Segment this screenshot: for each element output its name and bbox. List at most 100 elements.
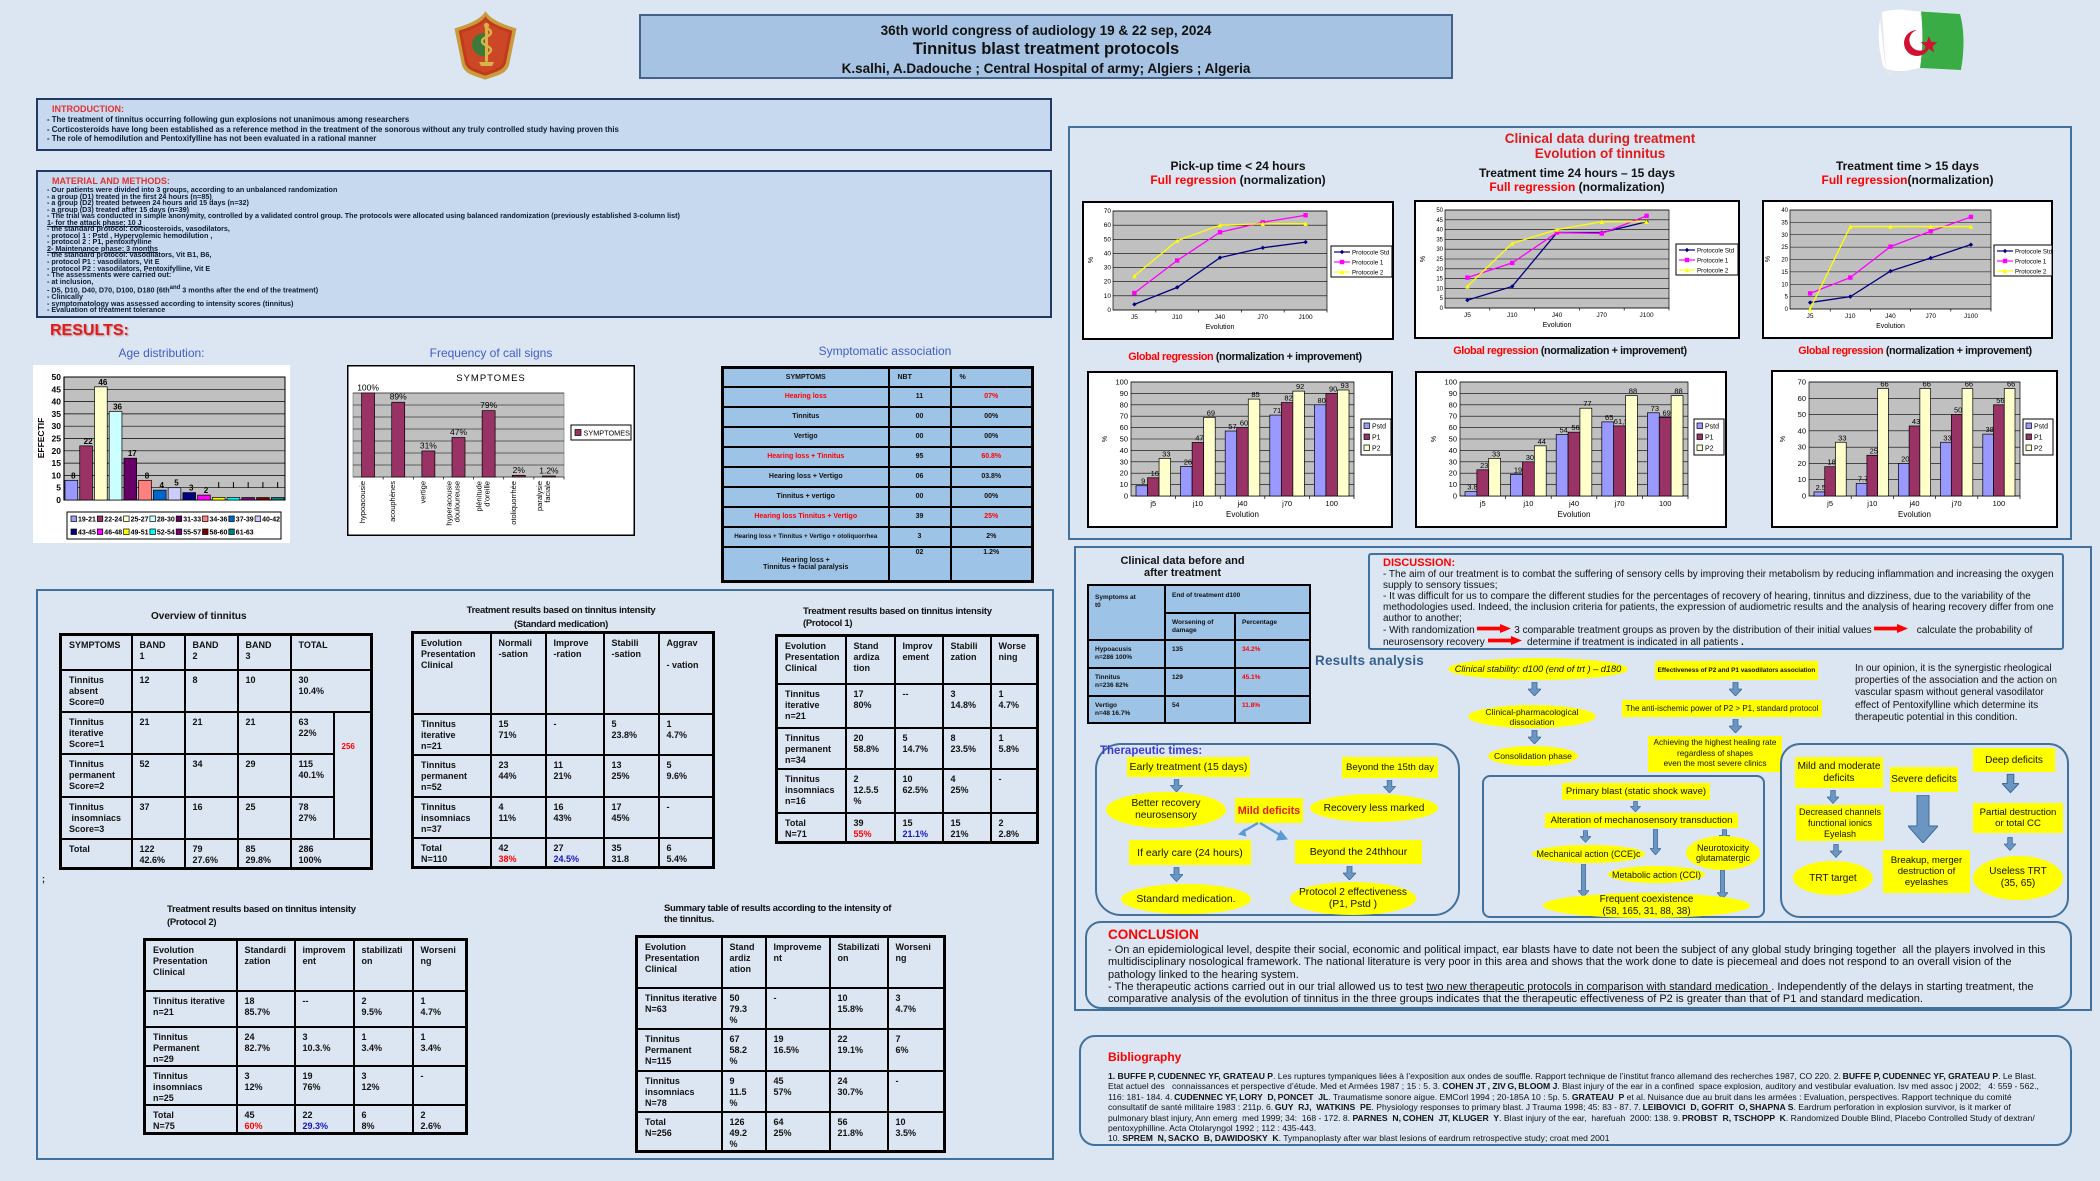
- svg-text:10: 10: [1781, 282, 1788, 288]
- svg-text:10: 10: [1120, 480, 1128, 489]
- svg-text:61,5: 61,5: [1614, 417, 1629, 426]
- svg-text:33: 33: [1492, 449, 1500, 458]
- svg-text:Evolution: Evolution: [1226, 510, 1259, 519]
- svg-text:45: 45: [52, 384, 62, 394]
- svg-text:93: 93: [1341, 381, 1349, 390]
- svg-text:26: 26: [1184, 457, 1192, 466]
- svg-text:%: %: [1780, 436, 1787, 442]
- svg-text:j70: j70: [1281, 499, 1292, 508]
- svg-text:10: 10: [52, 470, 62, 480]
- svg-text:3.8: 3.8: [1467, 483, 1477, 492]
- svg-text:45: 45: [1436, 218, 1443, 224]
- svg-text:50: 50: [1436, 208, 1443, 214]
- svg-text:5: 5: [174, 479, 179, 488]
- svg-text:J5: J5: [1131, 314, 1138, 321]
- svg-text:Protocole Std: Protocole Std: [1697, 248, 1735, 255]
- svg-text:100: 100: [1115, 378, 1128, 387]
- svg-text:15: 15: [1436, 277, 1443, 283]
- svg-text:65: 65: [1605, 413, 1613, 422]
- svg-text:34-36: 34-36: [210, 517, 228, 524]
- svg-text:%: %: [1420, 256, 1427, 262]
- svg-text:P1: P1: [1372, 435, 1381, 442]
- svg-text:22: 22: [84, 437, 93, 446]
- svg-text:37-39: 37-39: [236, 517, 254, 524]
- svg-text:16: 16: [1151, 469, 1159, 478]
- svg-text:J40: J40: [1215, 314, 1226, 321]
- svg-text:88: 88: [1674, 387, 1682, 396]
- svg-text:25: 25: [1870, 446, 1878, 455]
- svg-text:70: 70: [1798, 378, 1806, 387]
- svg-text:30: 30: [1449, 457, 1457, 466]
- svg-text:15: 15: [52, 458, 62, 468]
- svg-text:2: 2: [204, 486, 209, 495]
- svg-text:J5: J5: [1464, 312, 1471, 319]
- svg-text:J5: J5: [1807, 313, 1814, 320]
- svg-text:%: %: [1765, 256, 1772, 262]
- svg-text:100%: 100%: [357, 383, 379, 393]
- svg-text:Pstd: Pstd: [1372, 424, 1386, 431]
- svg-text:100: 100: [1993, 499, 2006, 508]
- svg-text:j40: j40: [1568, 499, 1579, 508]
- svg-text:85: 85: [1251, 390, 1259, 399]
- svg-text:j40: j40: [1908, 499, 1919, 508]
- svg-text:%: %: [1088, 257, 1095, 263]
- svg-text:acouphènes: acouphènes: [388, 481, 397, 522]
- svg-text:J10: J10: [1507, 312, 1518, 319]
- svg-text:J40: J40: [1552, 312, 1563, 319]
- svg-text:Protocole 2: Protocole 2: [1697, 268, 1729, 275]
- svg-text:j5: j5: [1149, 499, 1156, 508]
- svg-text:P2: P2: [2034, 446, 2043, 453]
- svg-text:faciale: faciale: [543, 481, 552, 503]
- svg-text:33: 33: [1162, 449, 1170, 458]
- svg-text:60: 60: [1449, 423, 1457, 432]
- svg-text:J100: J100: [1640, 312, 1654, 319]
- svg-text:20: 20: [1901, 454, 1909, 463]
- svg-text:5: 5: [56, 483, 61, 493]
- svg-text:69: 69: [1663, 408, 1671, 417]
- svg-text:j5: j5: [1826, 499, 1833, 508]
- svg-text:30: 30: [1120, 457, 1128, 466]
- svg-text:80: 80: [1317, 396, 1325, 405]
- svg-text:56: 56: [1996, 396, 2004, 405]
- svg-text:77: 77: [1583, 399, 1591, 408]
- svg-text:30: 30: [1526, 453, 1534, 462]
- svg-text:25: 25: [52, 434, 62, 444]
- svg-text:70: 70: [1449, 412, 1457, 421]
- svg-text:5: 5: [1785, 295, 1789, 301]
- svg-text:otoliquorrhée: otoliquorrhée: [509, 481, 518, 525]
- svg-text:J70: J70: [1258, 314, 1269, 321]
- svg-text:23: 23: [1480, 461, 1488, 470]
- svg-text:5: 5: [1440, 296, 1444, 302]
- svg-text:50: 50: [1104, 236, 1112, 243]
- svg-text:J70: J70: [1597, 312, 1608, 319]
- svg-text:40-42: 40-42: [262, 517, 280, 524]
- svg-text:60: 60: [1104, 222, 1112, 229]
- svg-text:J70: J70: [1925, 313, 1936, 320]
- svg-text:0: 0: [1785, 307, 1789, 313]
- svg-text:25: 25: [1781, 245, 1788, 251]
- svg-text:25: 25: [1436, 257, 1443, 263]
- svg-text:0: 0: [1124, 492, 1128, 501]
- svg-text:10: 10: [1104, 293, 1112, 300]
- svg-text:20: 20: [1120, 469, 1128, 478]
- svg-text:Evolution: Evolution: [1206, 324, 1235, 331]
- svg-text:Evolution: Evolution: [1558, 510, 1591, 519]
- svg-text:56: 56: [1571, 423, 1579, 432]
- svg-text:100: 100: [1444, 378, 1457, 387]
- svg-text:3: 3: [189, 484, 194, 493]
- svg-text:P1: P1: [1705, 435, 1714, 442]
- svg-text:Evolution: Evolution: [1876, 323, 1905, 330]
- svg-text:17: 17: [128, 449, 137, 458]
- svg-text:19-21: 19-21: [78, 517, 96, 524]
- svg-text:10: 10: [1436, 286, 1443, 292]
- svg-text:38: 38: [1985, 425, 1993, 434]
- svg-text:31-33: 31-33: [183, 517, 201, 524]
- svg-text:46: 46: [98, 378, 107, 387]
- svg-text:49-51: 49-51: [131, 530, 149, 537]
- svg-text:J40: J40: [1885, 313, 1896, 320]
- svg-text:0: 0: [1453, 492, 1457, 501]
- svg-text:50: 50: [1449, 435, 1457, 444]
- svg-text:22-24: 22-24: [104, 517, 122, 524]
- svg-text:Evolution: Evolution: [1543, 322, 1572, 329]
- svg-text:J10: J10: [1172, 314, 1183, 321]
